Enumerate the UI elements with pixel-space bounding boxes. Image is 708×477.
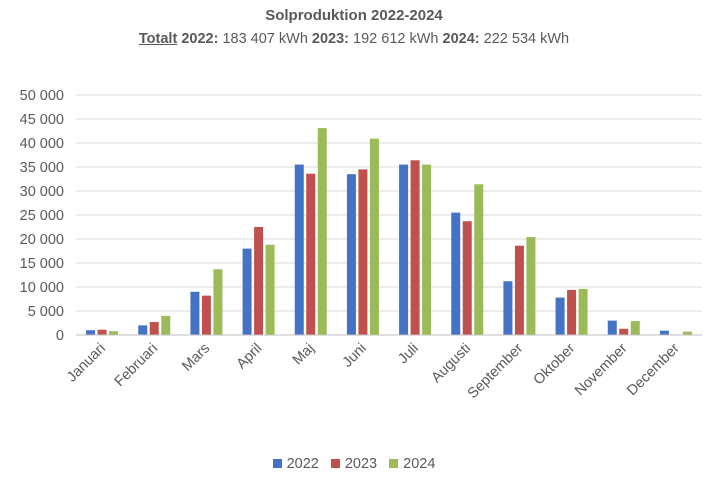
legend-label-2024: 2024 [403, 456, 436, 472]
bar-2022-maj [294, 164, 304, 335]
x-tick-label: December [624, 340, 683, 399]
bar-2023-juli [410, 160, 420, 335]
legend-label-2023: 2023 [344, 456, 378, 472]
bar-2023-mars [201, 295, 211, 335]
gridlines [76, 94, 702, 312]
subtitle-value-2023: 192 612 kWh [353, 31, 439, 47]
subtitle-value-2024: 222 534 kWh [483, 31, 570, 47]
bar-2024-januari [109, 331, 119, 335]
legend-item-2023: 2023 [330, 456, 378, 472]
y-tick-label: 30 000 [20, 184, 64, 200]
bar-2024-juni [369, 138, 379, 335]
y-tick-label: 45 000 [20, 112, 64, 128]
bar-2022-juni [346, 174, 356, 335]
bar-2024-december [682, 331, 692, 335]
bar-2023-april [254, 227, 264, 335]
x-tick-label: Oktober [531, 340, 579, 388]
y-tick-label: 40 000 [20, 136, 64, 152]
y-tick-label: 20 000 [20, 232, 64, 248]
bar-2022-oktober [555, 297, 565, 335]
x-tick-label: Maj [290, 341, 318, 369]
subtitle-total-label: Totalt [138, 31, 178, 47]
y-tick-label: 35 000 [20, 160, 64, 176]
y-tick-label: 50 000 [20, 88, 64, 104]
bar-2022-april [242, 248, 252, 335]
legend-swatch-2023 [330, 459, 340, 468]
x-tick-label: Februari [112, 341, 161, 390]
legend-item-2022: 2022 [272, 456, 319, 472]
y-tick-label: 0 [56, 328, 64, 344]
legend-swatch-2022 [272, 459, 282, 468]
y-axis: 0 5 000 10 000 15 000 20 000 25 000 30 000 35 0… [20, 88, 64, 344]
bar-2022-november [607, 320, 617, 335]
bar-2023-september [514, 245, 524, 335]
bar-2023-januari [97, 329, 107, 335]
chart-subtitle: Totalt 2022: 183 407 kWh 2023: 192 612 k… [0, 31, 708, 47]
bar-2022-september [503, 281, 513, 335]
bar-2024-februari [161, 315, 171, 335]
y-tick-label: 15 000 [20, 256, 64, 272]
bar-2024-oktober [578, 288, 588, 335]
x-tick-label: Juni [340, 341, 370, 371]
bar-2023-november [619, 328, 629, 335]
legend-item-2024: 2024 [389, 456, 435, 472]
legend-label-2022: 2022 [286, 456, 319, 472]
x-tick-label: September [465, 340, 527, 402]
bar-2024-november [630, 321, 640, 335]
bar-2024-maj [317, 128, 327, 335]
bar-2023-augusti [462, 221, 472, 335]
bar-2022-juli [399, 164, 409, 335]
subtitle-year-2022: 2022: [181, 31, 219, 47]
bar-2024-april [265, 244, 275, 335]
x-tick-label: November [572, 340, 631, 399]
x-axis: Januari Februari Mars April Maj Juni Juli Augus… [64, 334, 702, 402]
bar-2023-juni [358, 169, 368, 335]
bar-2022-februari [138, 325, 148, 335]
bar-2024-september [526, 237, 536, 335]
bar-2022-mars [190, 291, 200, 335]
x-tick-label: Augusti [429, 341, 475, 387]
chart-legend: 2022 2023 2024 [0, 456, 708, 472]
subtitle-year-2023: 2023: [311, 31, 350, 47]
bar-2024-augusti [474, 184, 484, 335]
bars [86, 128, 692, 335]
bar-2023-maj [306, 173, 316, 335]
bar-2023-oktober [567, 289, 577, 335]
x-tick-label: Mars [179, 341, 213, 375]
bar-2022-januari [86, 330, 96, 335]
x-tick-label: Juli [395, 341, 422, 368]
subtitle-value-2022: 183 407 kWh [222, 31, 308, 47]
subtitle-year-2024: 2024: [442, 31, 480, 47]
y-tick-label: 5 000 [28, 304, 64, 320]
y-tick-label: 10 000 [20, 280, 64, 296]
bar-2022-december [659, 330, 669, 335]
y-tick-label: 25 000 [20, 208, 64, 224]
bar-2024-mars [213, 269, 223, 335]
bar-2024-juli [422, 164, 432, 335]
bar-2023-februari [149, 322, 159, 335]
legend-swatch-2024 [389, 459, 399, 468]
chart-title: Solproduktion 2022-2024 [265, 7, 443, 24]
x-tick-label: April [234, 341, 266, 373]
bar-2022-augusti [451, 212, 461, 335]
x-tick-label: Januari [64, 341, 109, 386]
